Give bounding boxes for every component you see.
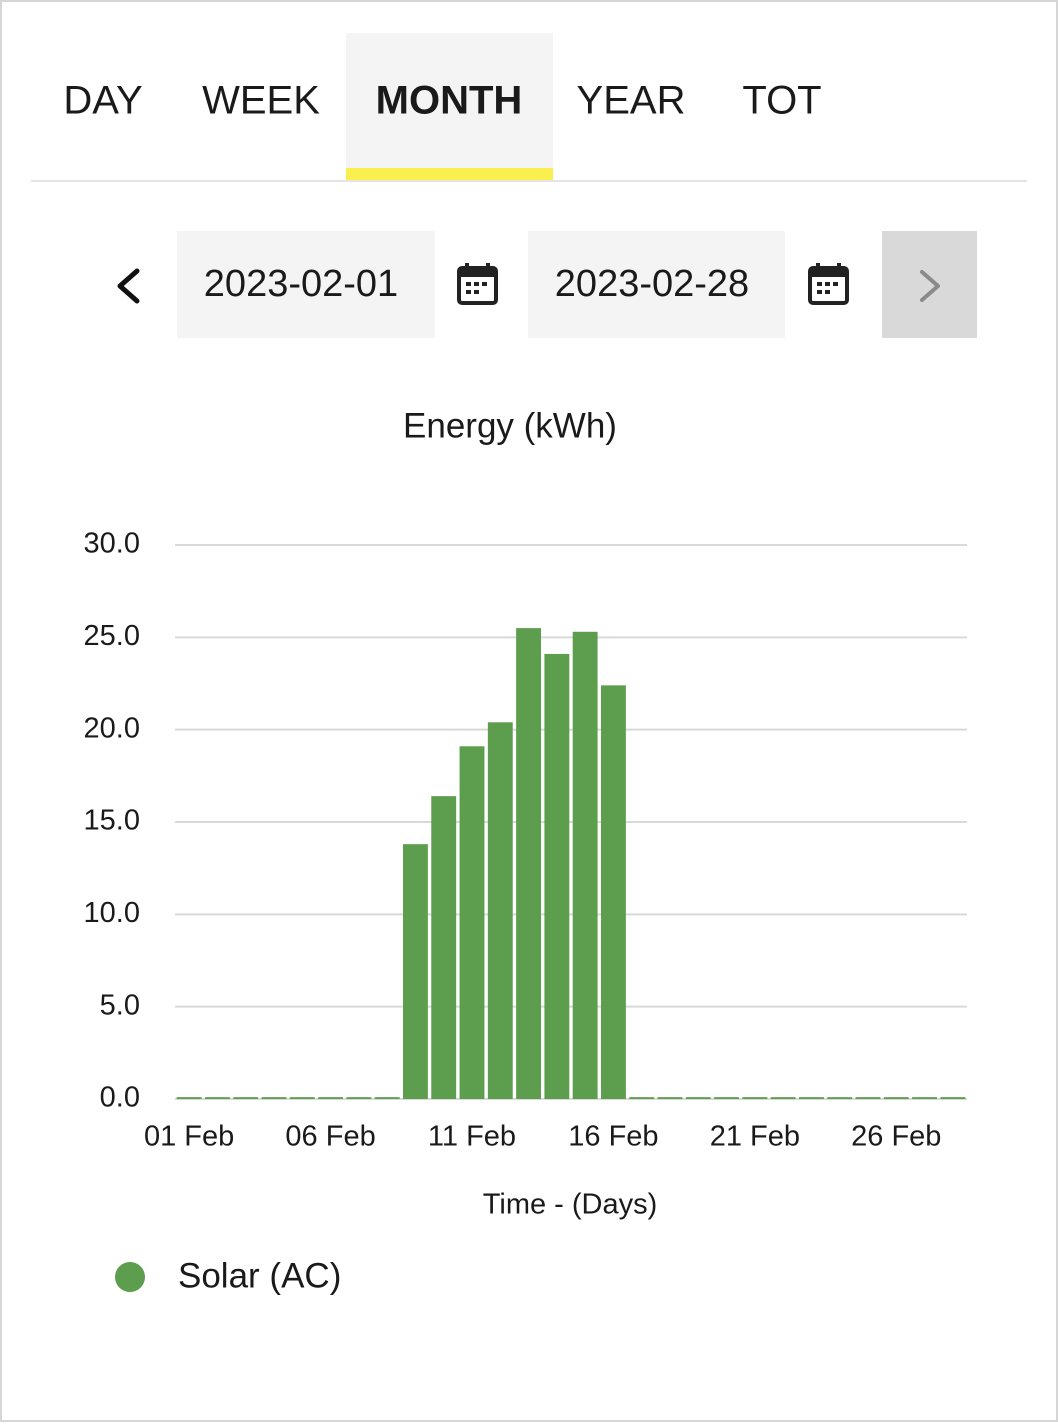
x-tick-label: 01 Feb (144, 1121, 234, 1153)
end-date-box[interactable] (528, 231, 785, 338)
bar (544, 653, 570, 1099)
end-date[interactable]: 2023-02-28 (555, 263, 749, 305)
calendar-icon[interactable] (457, 263, 498, 305)
x-tick-label: 26 Feb (851, 1121, 941, 1153)
tab[interactable]: YEAR (577, 79, 686, 123)
bar (912, 1097, 938, 1099)
calendar-icon[interactable] (808, 263, 849, 305)
y-tick-label: 20.0 (84, 712, 140, 744)
legend-label[interactable]: Solar (AC) (178, 1256, 341, 1295)
bar (940, 1097, 966, 1099)
bar (459, 746, 485, 1099)
bar (204, 1097, 230, 1099)
bar (516, 628, 542, 1099)
legend-marker[interactable] (115, 1262, 145, 1292)
bar (318, 1097, 344, 1099)
bar (742, 1097, 768, 1099)
bar (855, 1097, 881, 1099)
start-date[interactable]: 2023-02-01 (204, 263, 398, 305)
x-tick-label: 11 Feb (428, 1121, 516, 1153)
bar (176, 1097, 202, 1099)
y-tick-label: 5.0 (100, 989, 140, 1021)
tab[interactable]: TOT (742, 79, 821, 123)
bar (431, 796, 457, 1099)
y-tick-label: 15.0 (84, 805, 140, 837)
next-button[interactable] (882, 231, 977, 338)
active-tab-indicator (346, 168, 553, 180)
x-tick-label: 06 Feb (285, 1121, 375, 1153)
bar (289, 1097, 315, 1099)
y-tick-label: 10.0 (84, 897, 140, 929)
bar (374, 1097, 400, 1099)
tab[interactable]: MONTH (376, 79, 523, 123)
y-tick-label: 0.0 (100, 1082, 140, 1114)
tab[interactable]: DAY (63, 79, 142, 123)
bar (487, 722, 513, 1099)
active-tab-bg (346, 33, 553, 180)
x-axis-title: Time - (Days) (483, 1189, 658, 1221)
prev-button[interactable] (117, 268, 140, 304)
bar (233, 1097, 259, 1099)
bar (629, 1097, 655, 1099)
bar (770, 1097, 796, 1099)
chart-title: Energy (kWh) (403, 406, 617, 445)
bar (685, 1097, 711, 1099)
bar (883, 1097, 909, 1099)
start-date-box[interactable] (177, 231, 435, 338)
x-tick-label: 21 Feb (710, 1121, 800, 1153)
bar (657, 1097, 683, 1099)
bar (402, 844, 428, 1099)
y-tick-label: 25.0 (84, 620, 140, 652)
next-chevron (920, 270, 940, 302)
bar (798, 1097, 824, 1099)
y-tick-label: 30.0 (84, 528, 140, 560)
bar (346, 1097, 372, 1099)
x-tick-label: 16 Feb (568, 1121, 658, 1153)
bar (827, 1097, 853, 1099)
bar (261, 1097, 287, 1099)
bar (572, 631, 598, 1099)
tab[interactable]: WEEK (202, 79, 320, 123)
bar (714, 1097, 740, 1099)
bar (600, 685, 626, 1099)
